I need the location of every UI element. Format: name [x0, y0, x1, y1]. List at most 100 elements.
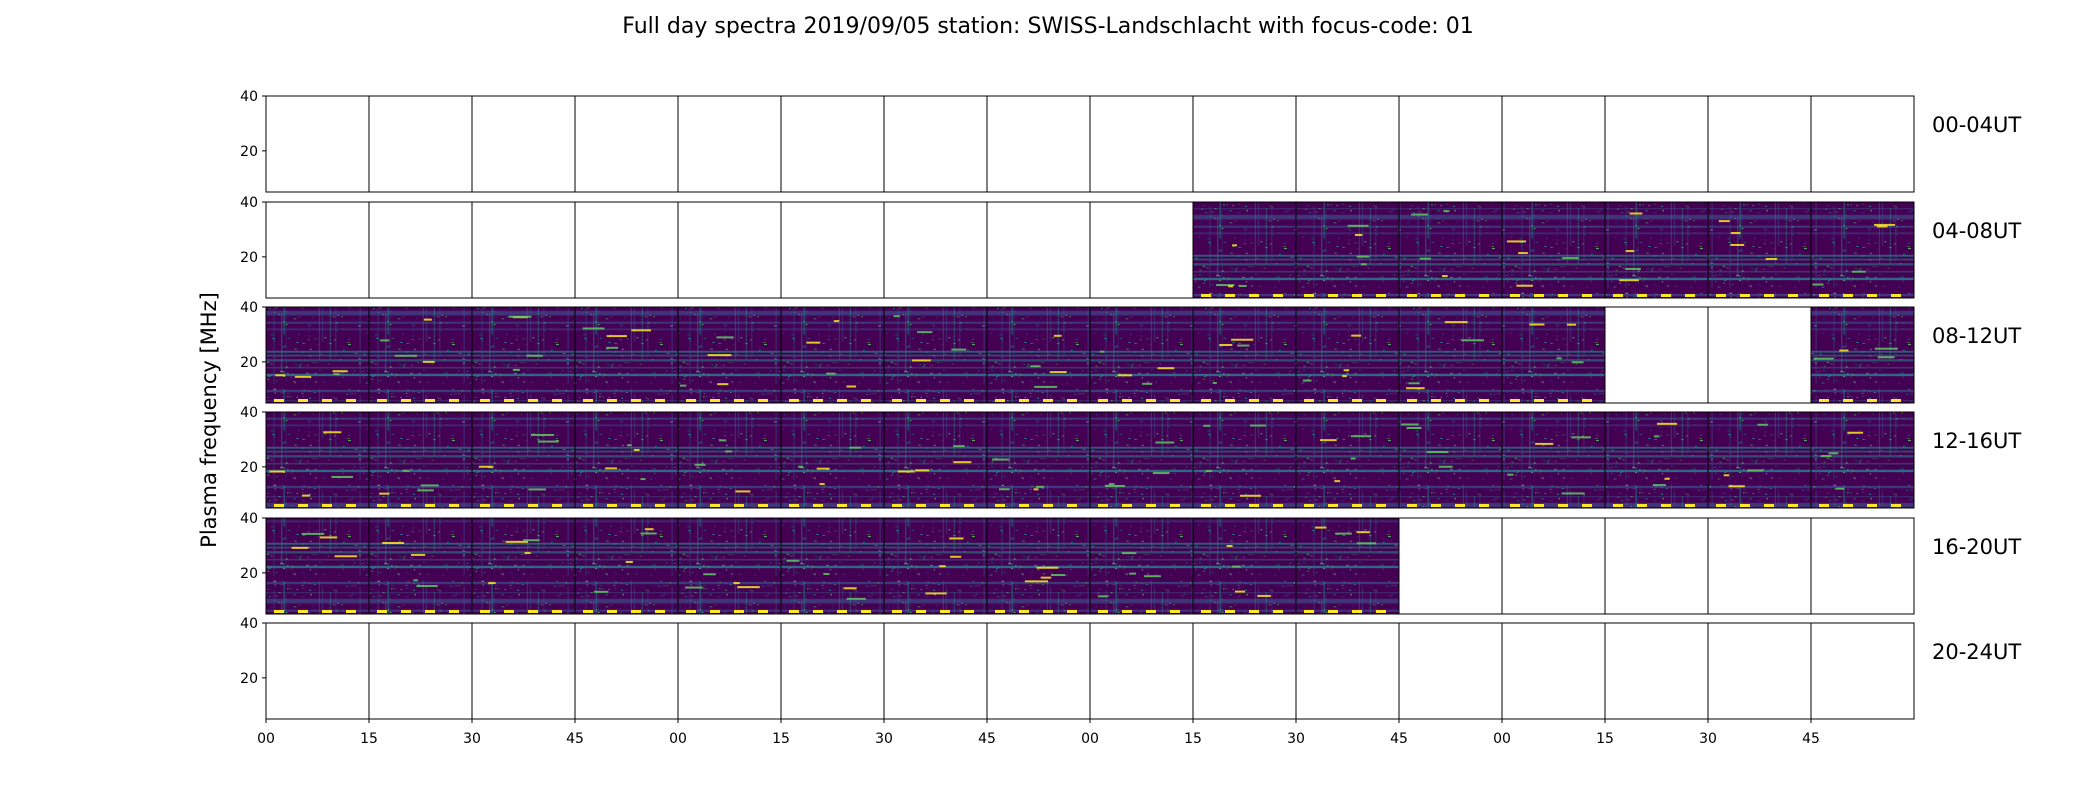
x-tick-label: 45 [1390, 731, 1408, 747]
time-marker [710, 504, 720, 507]
empty-panel [677, 622, 782, 720]
spectrogram-panel [780, 306, 885, 404]
time-marker [631, 504, 641, 507]
signal-trace [1302, 379, 1312, 382]
spectrogram-panel [1295, 411, 1400, 509]
time-marker [1685, 294, 1695, 297]
signal-trace [1426, 451, 1449, 454]
signal-trace [1507, 473, 1514, 476]
spectrogram-panel [1398, 411, 1503, 509]
signal-trace [1629, 212, 1643, 215]
spectrogram-panel [677, 306, 782, 404]
time-marker [940, 399, 950, 402]
time-marker [686, 399, 696, 402]
signal-trace [508, 315, 532, 318]
time-marker [1304, 610, 1314, 613]
y-axis-label: Plasma frequency [MHz] [197, 292, 221, 548]
time-marker [758, 504, 768, 507]
time-marker [528, 399, 538, 402]
spectrogram-panel [883, 517, 988, 615]
time-marker [322, 504, 332, 507]
time-marker [1304, 294, 1314, 297]
time-marker [449, 504, 459, 507]
time-marker [813, 610, 823, 613]
time-marker [1479, 504, 1489, 507]
signal-trace [1835, 487, 1845, 490]
time-marker [1170, 504, 1180, 507]
spectrogram-panel [1810, 411, 1915, 509]
spectrogram-panel [1501, 201, 1606, 299]
signal-trace [735, 490, 751, 493]
spectrogram-image [781, 412, 884, 508]
row-time-label: 12-16UT [1932, 429, 2021, 453]
time-marker [1510, 399, 1520, 402]
time-marker [552, 399, 562, 402]
x-tick-label: 15 [1596, 731, 1614, 747]
signal-trace [949, 537, 964, 540]
signal-trace [413, 579, 418, 582]
time-marker [1201, 504, 1211, 507]
panel-border [1501, 95, 1606, 193]
signal-trace [1535, 442, 1554, 445]
signal-trace [823, 573, 830, 576]
spectrogram-panel [780, 411, 885, 509]
signal-trace [1571, 436, 1591, 439]
spectrogram-panel [986, 411, 1091, 509]
empty-panel [574, 95, 679, 193]
time-marker [813, 504, 823, 507]
signal-trace [1506, 240, 1527, 243]
signal-trace [719, 439, 727, 442]
time-marker [686, 504, 696, 507]
signal-trace [1419, 257, 1431, 260]
signal-trace [1250, 424, 1266, 427]
empty-panel [677, 201, 782, 299]
signal-trace [1757, 423, 1768, 426]
signal-trace [1400, 423, 1419, 426]
signal-trace [826, 372, 836, 375]
time-marker [1170, 610, 1180, 613]
time-marker [377, 399, 387, 402]
signal-trace [1664, 477, 1670, 480]
time-marker [1304, 399, 1314, 402]
time-marker [1843, 399, 1853, 402]
time-marker [916, 610, 926, 613]
panel-border [368, 622, 473, 720]
signal-trace [1652, 484, 1666, 487]
empty-panel [1192, 622, 1297, 720]
time-marker [1479, 399, 1489, 402]
spectrogram-panel [677, 411, 782, 509]
spectrogram-panel [1192, 411, 1297, 509]
signal-trace [1747, 469, 1763, 472]
panel-border [1810, 411, 1915, 509]
signal-trace [1839, 349, 1849, 352]
signal-trace [1237, 344, 1250, 347]
signal-trace [1876, 225, 1888, 228]
panel-border [986, 201, 1091, 299]
signal-trace [846, 597, 866, 600]
time-marker [1225, 504, 1235, 507]
signal-trace [319, 536, 338, 539]
x-tick-label: 15 [772, 731, 790, 747]
time-marker [1613, 294, 1623, 297]
signal-trace [1350, 457, 1356, 460]
x-tick-label: 45 [1802, 731, 1820, 747]
signal-trace [512, 368, 520, 371]
spectrogram-image [266, 412, 369, 508]
empty-panel [883, 201, 988, 299]
time-marker [607, 610, 617, 613]
time-marker [940, 610, 950, 613]
signal-trace [582, 327, 605, 330]
panel-border [574, 622, 679, 720]
time-marker [607, 399, 617, 402]
time-marker [425, 610, 435, 613]
spectrogram-image [678, 518, 781, 614]
time-marker [1352, 399, 1362, 402]
signal-trace [716, 336, 734, 339]
panel-border [1295, 95, 1400, 193]
time-marker [480, 399, 490, 402]
y-tick-label: 40 [240, 405, 258, 421]
time-marker [1867, 504, 1877, 507]
time-marker [1558, 294, 1568, 297]
signal-trace [505, 540, 528, 543]
time-marker [504, 610, 514, 613]
